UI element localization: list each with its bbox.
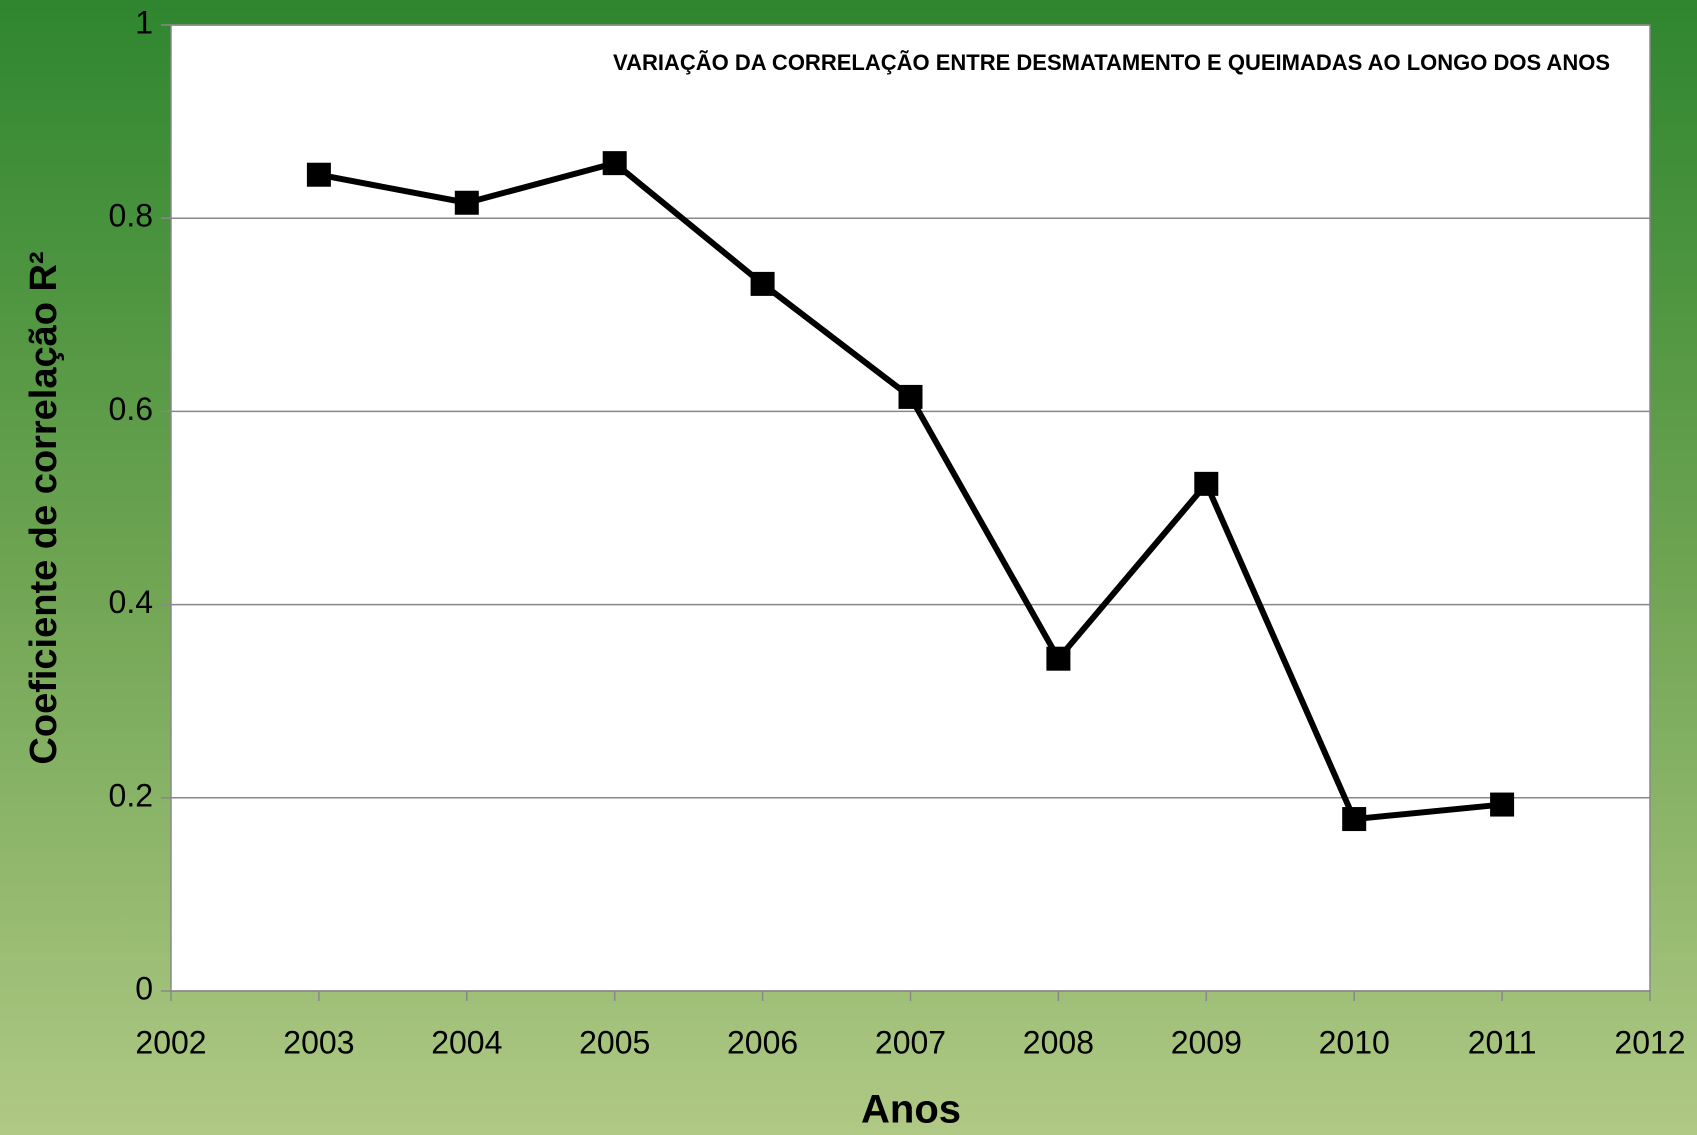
x-tick-label: 2002 — [135, 1024, 206, 1060]
x-tick-label: 2009 — [1171, 1024, 1242, 1060]
x-axis-label: Anos — [861, 1088, 961, 1132]
marker — [454, 190, 479, 215]
x-tick-label: 2010 — [1319, 1024, 1390, 1060]
x-tick-label: 2004 — [431, 1024, 502, 1060]
marker — [1194, 471, 1219, 496]
x-tick-label: 2012 — [1614, 1024, 1685, 1060]
y-tick-label: 0.4 — [109, 584, 153, 620]
y-tick-label: 0.6 — [109, 391, 153, 427]
plot-area — [170, 24, 1651, 992]
marker — [602, 151, 627, 176]
marker — [306, 162, 331, 187]
x-tick-label: 2003 — [283, 1024, 354, 1060]
y-tick-label: 0.2 — [109, 777, 153, 813]
y-tick-label: 0.8 — [109, 198, 153, 234]
y-tick-label: 0 — [135, 970, 153, 1006]
x-tick-label: 2011 — [1468, 1024, 1537, 1060]
marker — [1342, 807, 1367, 832]
marker — [750, 271, 775, 296]
x-tick-label: 2006 — [727, 1024, 798, 1060]
chart-title: VARIAÇÃO DA CORRELAÇÃO ENTRE DESMATAMENT… — [613, 50, 1610, 75]
x-tick-label: 2007 — [875, 1024, 946, 1060]
marker — [898, 384, 923, 409]
y-tick-label: 1 — [135, 4, 153, 40]
marker — [1046, 646, 1071, 671]
marker — [1490, 792, 1515, 817]
x-tick-label: 2008 — [1023, 1024, 1094, 1060]
y-axis-label: Coeficiente de correlação R² — [23, 251, 65, 764]
x-tick-label: 2005 — [579, 1024, 650, 1060]
